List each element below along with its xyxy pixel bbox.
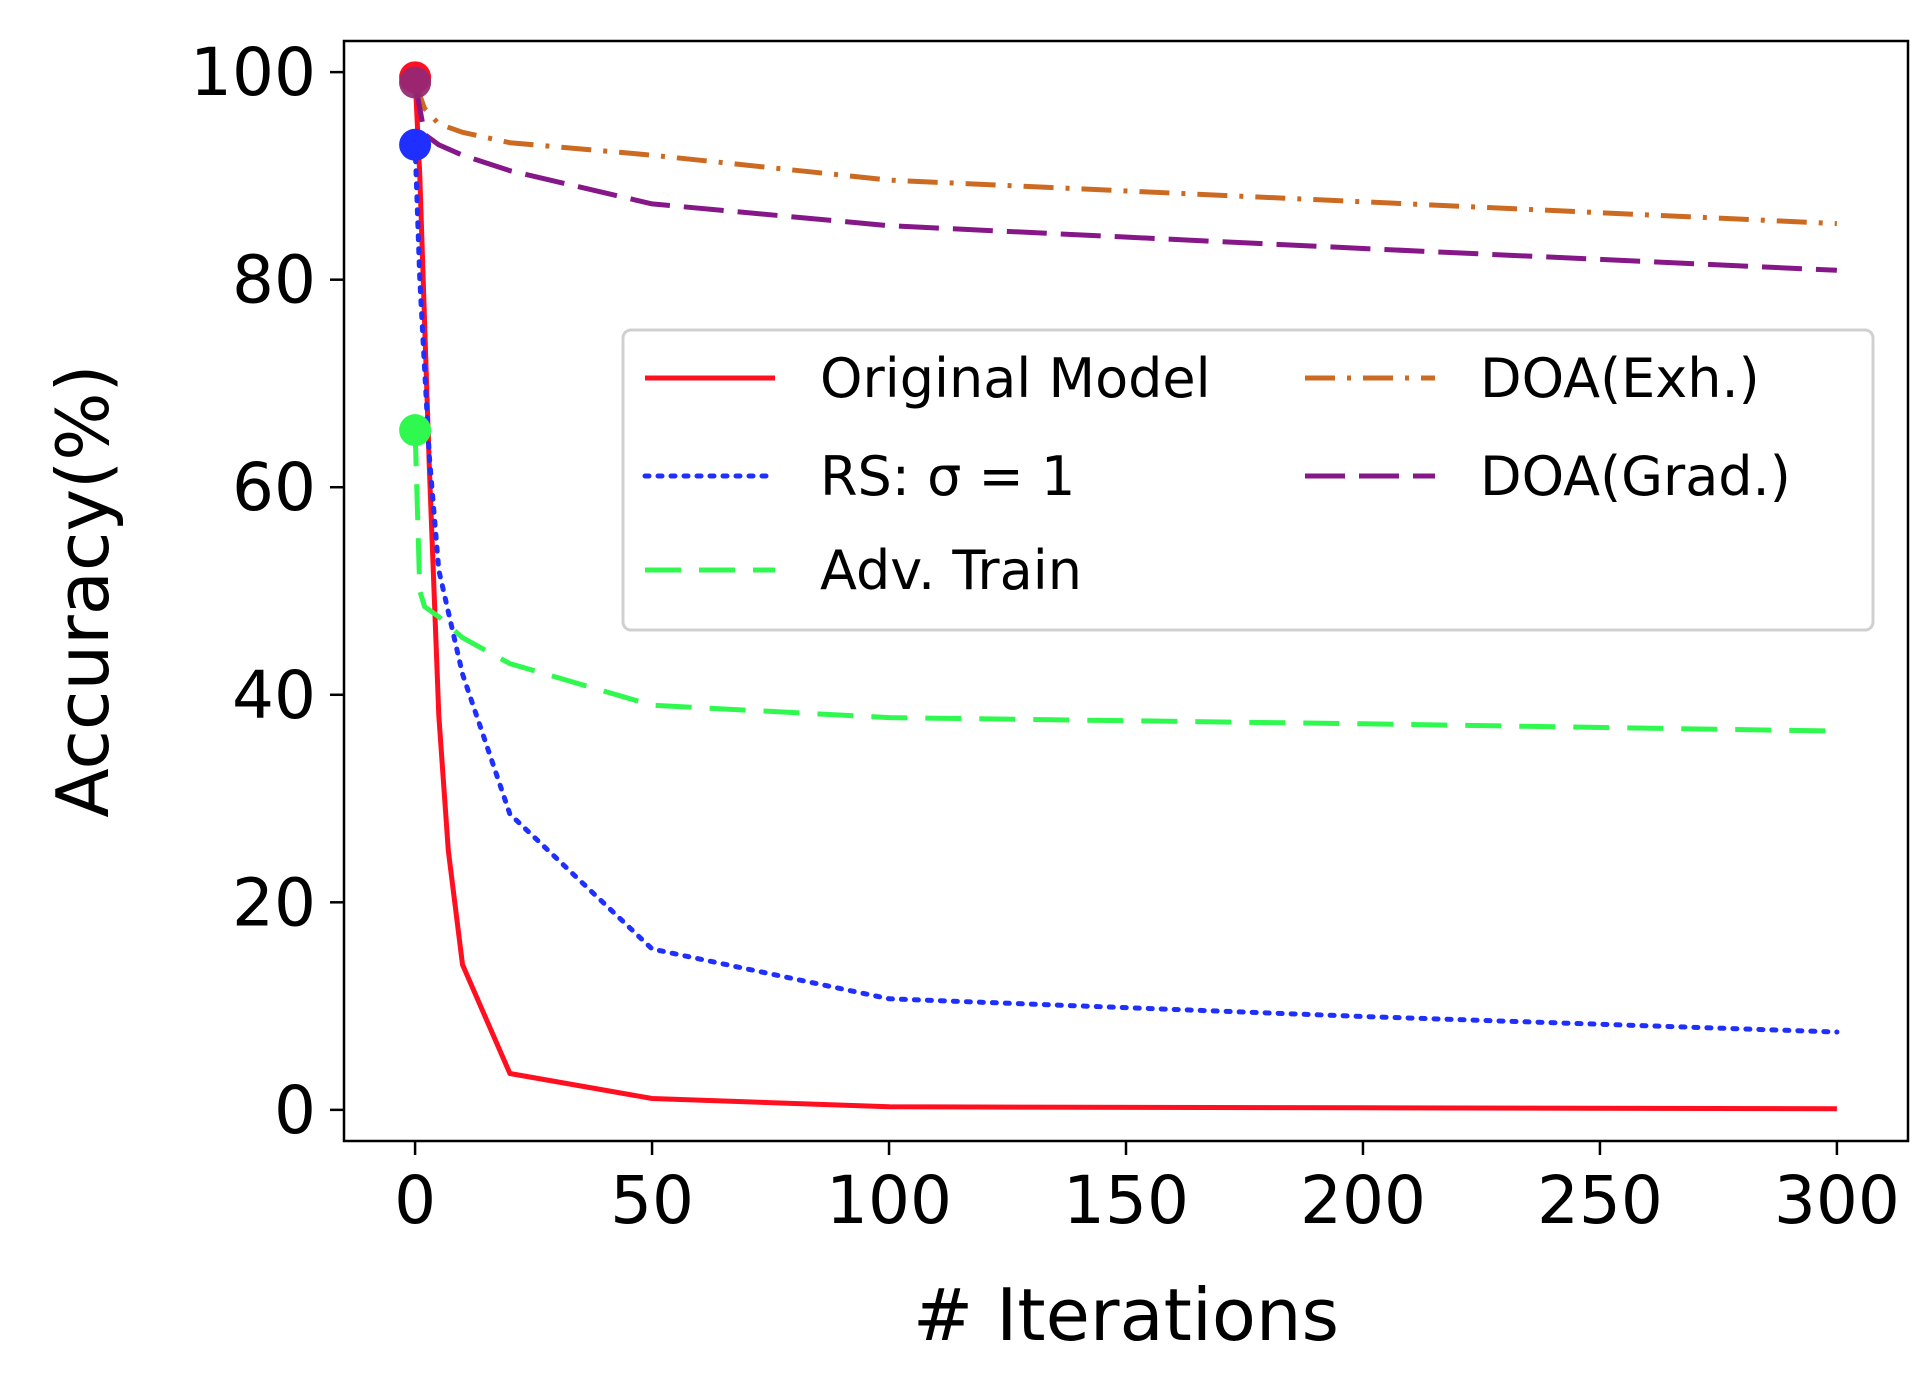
legend-label-2: Adv. Train — [820, 539, 1082, 602]
marker-layer — [399, 61, 432, 447]
y-tick-label: 100 — [190, 34, 316, 111]
series-line-3 — [412, 81, 1838, 227]
legend: Original Model RS: σ = 1 Adv. Train DOA(Exh… — [621, 328, 1875, 632]
x-tick-label: 300 — [1774, 1162, 1900, 1239]
series-line-4 — [412, 82, 1838, 273]
y-tick-label: 60 — [232, 449, 316, 526]
legend-label-0: Original Model — [820, 347, 1211, 410]
y-tick-label: 40 — [232, 657, 316, 734]
legend-label-1: RS: σ = 1 — [820, 445, 1075, 508]
x-tick-label: 250 — [1537, 1162, 1663, 1239]
series-marker-1 — [399, 128, 432, 161]
tick-layer: 0 50 100 150 200 250 300 0 20 40 60 80 100 — [190, 34, 1900, 1239]
series-line-1 — [412, 142, 1840, 1035]
x-tick-label: 200 — [1300, 1162, 1426, 1239]
x-tick-label: 0 — [394, 1162, 436, 1239]
x-axis-title: # Iterations — [913, 1273, 1339, 1357]
series-line-2 — [412, 430, 1837, 734]
series-marker-4 — [399, 66, 432, 99]
y-axis-title: Accuracy(%) — [41, 364, 125, 817]
legend-label-4: DOA(Grad.) — [1480, 445, 1791, 508]
series-layer — [412, 77, 1840, 1112]
x-tick-label: 150 — [1063, 1162, 1189, 1239]
x-tick-label: 50 — [610, 1162, 694, 1239]
legend-label-3: DOA(Exh.) — [1480, 347, 1760, 410]
y-tick-label: 0 — [274, 1072, 316, 1149]
legend-frame — [621, 328, 1875, 632]
x-tick-label: 100 — [826, 1162, 952, 1239]
y-tick-label: 80 — [232, 242, 316, 319]
y-tick-label: 20 — [232, 864, 316, 941]
legend-items: Original Model RS: σ = 1 Adv. Train DOA(Exh… — [642, 347, 1791, 602]
series-marker-2 — [399, 414, 432, 447]
